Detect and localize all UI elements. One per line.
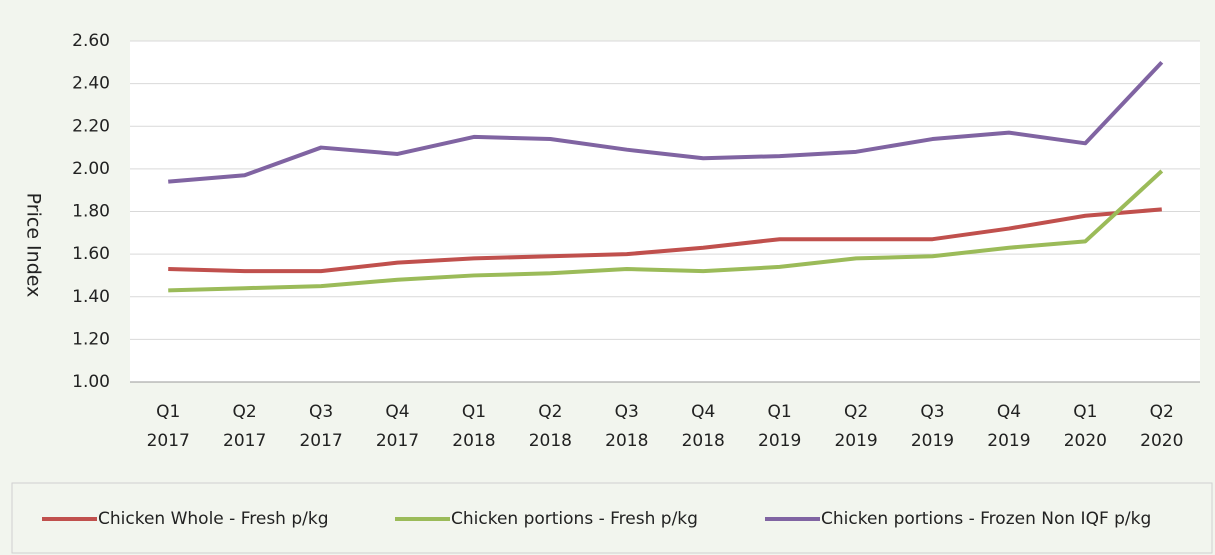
x-tick-label: Q2 2018 — [529, 402, 572, 451]
x-tick-label: Q2 2020 — [1140, 402, 1183, 451]
y-tick-label: 2.00 — [72, 159, 110, 179]
legend-box — [11, 482, 1213, 554]
y-tick-label: 1.80 — [72, 202, 110, 222]
legend-label: Chicken Whole - Fresh p/kg — [98, 509, 329, 529]
y-tick-label: 1.60 — [72, 244, 110, 264]
y-tick-label: 2.60 — [72, 31, 110, 51]
x-tick-label: Q3 2017 — [299, 402, 342, 451]
x-tick-label: Q4 2017 — [376, 402, 419, 451]
x-tick-label: Q1 2020 — [1064, 402, 1107, 451]
y-tick-label: 2.20 — [72, 116, 110, 136]
x-tick-label: Q1 2018 — [452, 402, 495, 451]
x-tick-label: Q3 2018 — [605, 402, 648, 451]
y-tick-label: 1.00 — [72, 372, 110, 392]
series-line — [168, 60, 1164, 184]
x-tick-label: Q1 2017 — [147, 402, 190, 451]
x-tick-label: Q4 2019 — [987, 402, 1030, 451]
x-tick-label: Q4 2018 — [682, 402, 725, 451]
legend-label: Chicken portions - Frozen Non IQF p/kg — [821, 509, 1151, 529]
y-tick-label: 1.40 — [72, 287, 110, 307]
y-tick-label: 1.20 — [72, 329, 110, 349]
y-axis-label: Price Index — [23, 193, 45, 298]
y-tick-label: 2.40 — [72, 74, 110, 94]
x-tick-label: Q2 2019 — [834, 402, 877, 451]
series-line — [168, 207, 1162, 274]
x-tick-label: Q2 2017 — [223, 402, 266, 451]
series-line — [168, 169, 1164, 293]
legend-label: Chicken portions - Fresh p/kg — [451, 509, 698, 529]
x-tick-label: Q1 2019 — [758, 402, 801, 451]
x-tick-label: Q3 2019 — [911, 402, 954, 451]
